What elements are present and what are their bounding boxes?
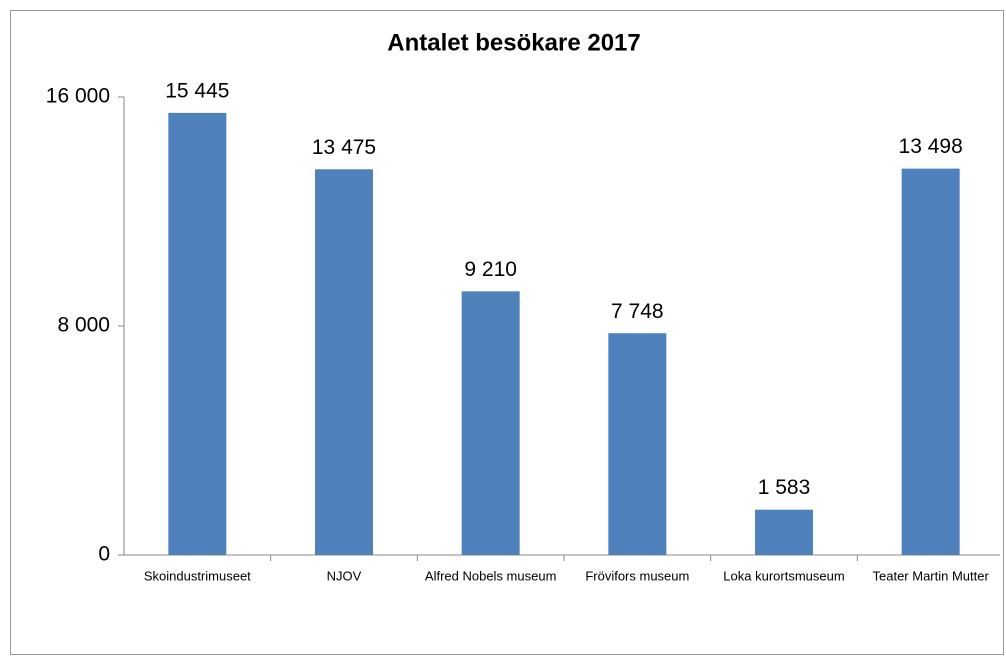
bar — [461, 291, 520, 555]
bar — [901, 168, 960, 555]
x-tick-label: Teater Martin Mutter — [873, 568, 990, 583]
bar — [755, 509, 813, 555]
value-label: 13 498 — [899, 135, 963, 158]
value-label: 1 583 — [758, 476, 811, 499]
value-label: 7 748 — [611, 300, 664, 323]
bar — [168, 112, 227, 555]
bar — [315, 169, 373, 555]
x-tick-label: NJOV — [327, 568, 362, 583]
y-tick-label: 16 000 — [46, 85, 110, 108]
value-label: 13 475 — [312, 136, 376, 159]
y-tick-label: 0 — [98, 543, 110, 566]
bar — [608, 333, 667, 555]
value-label: 9 210 — [464, 258, 517, 281]
chart-title: Antalet besökare 2017 — [387, 29, 640, 56]
x-tick-label: Loka kurortsmuseum — [723, 568, 844, 583]
x-tick-label: Alfred Nobels museum — [425, 568, 557, 583]
x-tick-label: Skoindustrimuseet — [144, 568, 251, 583]
x-tick-label: Frövifors museum — [585, 568, 689, 583]
y-tick-label: 8 000 — [57, 314, 110, 337]
value-label: 15 445 — [165, 79, 229, 102]
